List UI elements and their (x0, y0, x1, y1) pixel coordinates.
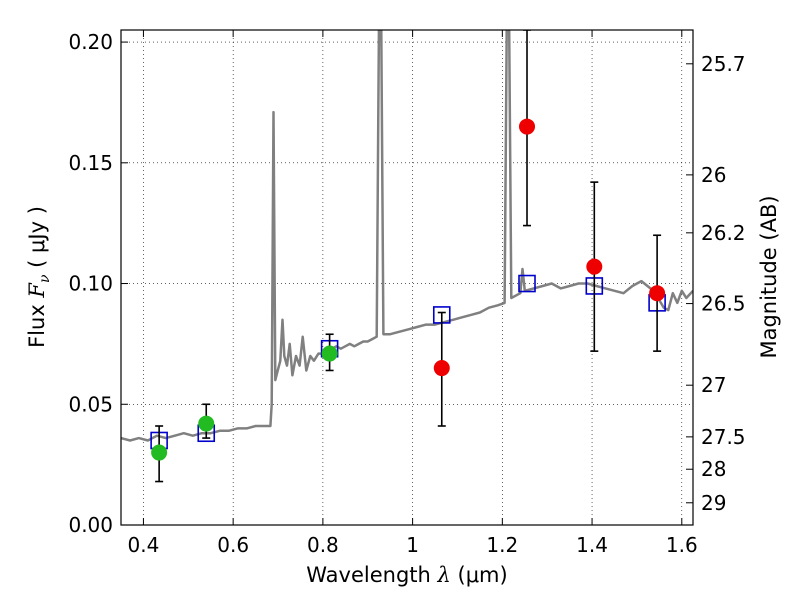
observed-point (321, 345, 338, 362)
observed-point (519, 118, 536, 135)
y2-tick-label: 27 (701, 373, 726, 397)
y-tick-label: 0.00 (68, 513, 113, 537)
y2-tick-label: 28 (701, 457, 726, 481)
observed-point (151, 444, 168, 461)
y2-tick-label: 25.7 (701, 52, 746, 76)
y2-tick-label: 27.5 (701, 425, 746, 449)
markers-layer (150, 30, 666, 483)
observed-point (433, 360, 450, 377)
x-tick-label: 1.2 (486, 533, 518, 557)
axis-ticks (121, 30, 693, 526)
y-tick-labels: 0.00 0.05 0.10 0.15 0.20 (68, 30, 113, 537)
x-axis-title: Wavelength λ (μm) (306, 563, 507, 587)
observed-point (649, 285, 666, 302)
x-tick-labels: 0.4 0.6 0.8 1 1.2 1.4 1.6 (128, 533, 698, 557)
y-tick-label: 0.05 (68, 392, 113, 416)
x-tick-label: 0.8 (307, 533, 339, 557)
y2-tick-labels: 25.7 26 26.2 26.5 27 27.5 28 29 (701, 52, 746, 515)
y2-axis-title: Magnitude (AB) (757, 195, 781, 358)
x-tick-label: 1.6 (666, 533, 698, 557)
y2-tick-label: 26.5 (701, 292, 746, 316)
plot-frame (120, 29, 694, 526)
y2-tick-label: 29 (701, 491, 726, 515)
y2-tick-label: 26 (701, 163, 726, 187)
x-tick-label: 0.4 (128, 533, 160, 557)
plot-background (121, 30, 693, 525)
x-tick-label: 0.6 (217, 533, 249, 557)
observed-point (586, 258, 603, 275)
x-tick-label: 1.4 (576, 533, 608, 557)
spectrum-line (121, 30, 693, 442)
y-tick-label: 0.15 (68, 151, 113, 175)
y-tick-label: 0.20 (68, 30, 113, 54)
observed-point (198, 415, 215, 432)
x-tick-label: 1 (406, 533, 419, 557)
y2-tick-label: 26.2 (701, 221, 746, 245)
y-axis-title: Flux Fν ( μJy ) (25, 206, 53, 348)
model-flux-square (518, 274, 536, 293)
y-tick-label: 0.10 (68, 272, 113, 296)
spectrum-layer (121, 30, 693, 442)
